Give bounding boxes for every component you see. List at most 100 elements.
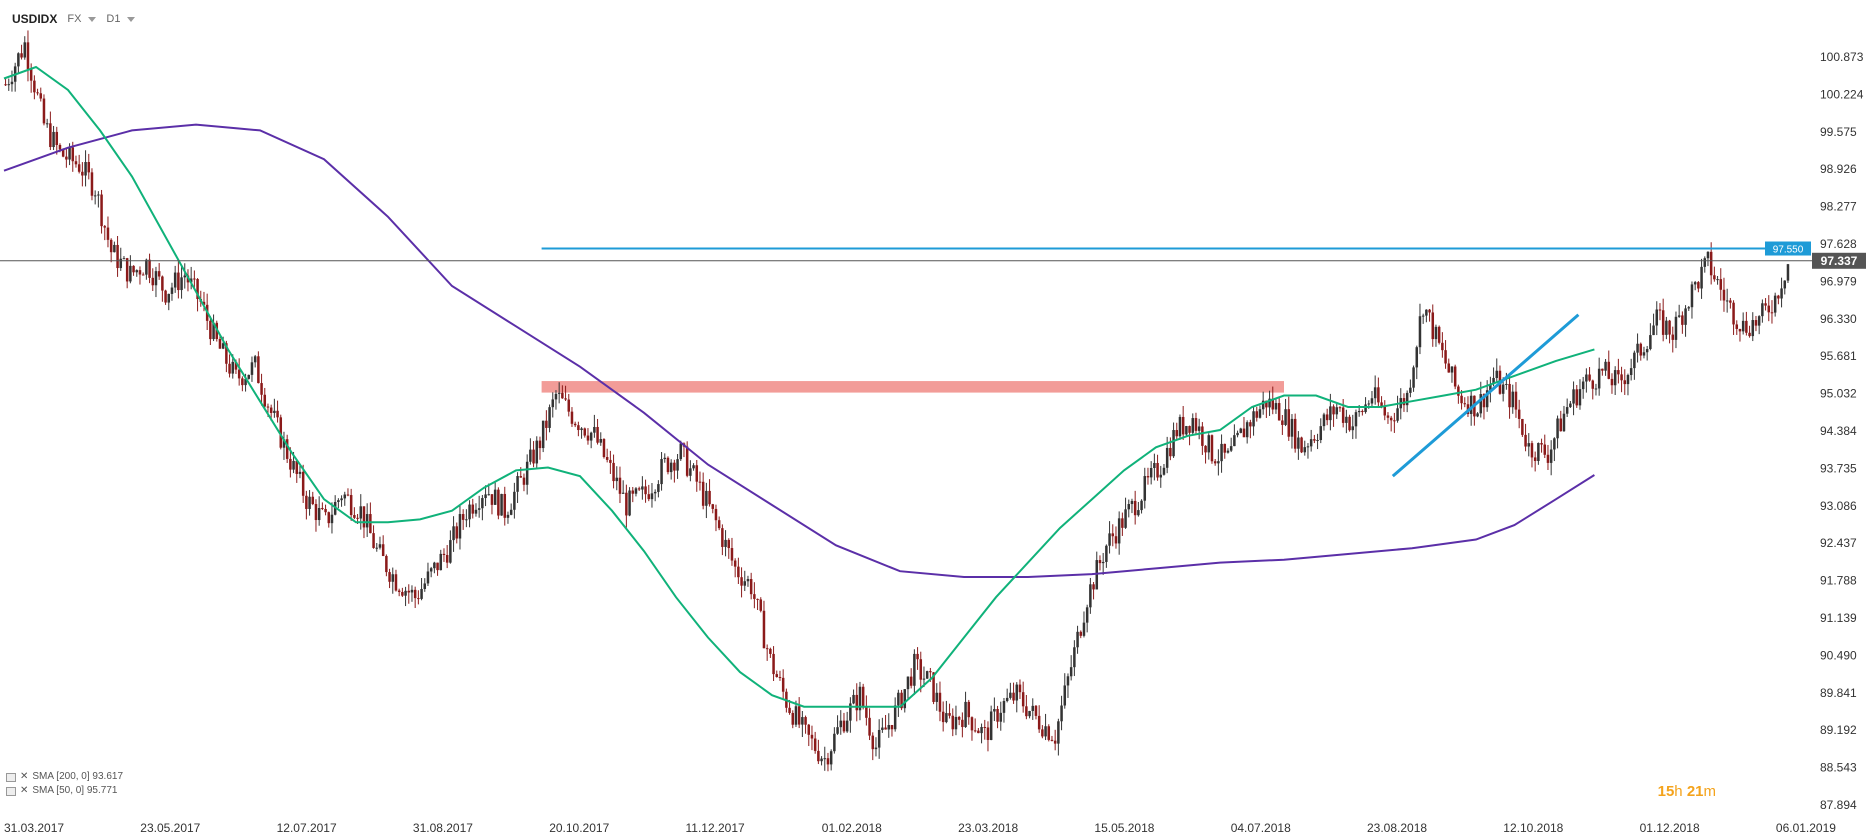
candle-body: [839, 720, 843, 728]
candle-body: [1322, 414, 1326, 427]
candle-body: [209, 320, 212, 340]
candle-body: [151, 277, 155, 286]
candle-body: [1329, 406, 1332, 421]
candle-body: [545, 420, 548, 428]
candle-body: [327, 512, 331, 524]
candle-body: [625, 492, 628, 516]
candle-body: [250, 362, 254, 375]
candle-body: [621, 492, 625, 494]
candle-body: [109, 239, 113, 253]
x-tick-label: 04.07.2018: [1231, 821, 1291, 835]
candle-body: [855, 694, 859, 711]
candle-body: [813, 738, 817, 751]
candle-body: [807, 724, 811, 735]
candle-body: [436, 562, 439, 571]
candle-body: [177, 272, 180, 291]
candle-body: [887, 725, 891, 730]
symbol-label[interactable]: USDIDX: [12, 12, 58, 26]
candle-body: [1079, 631, 1083, 636]
candle-body: [497, 489, 500, 516]
candle-body: [858, 686, 862, 711]
candle-body: [90, 172, 94, 196]
current-price-label: 97.337: [1821, 254, 1858, 268]
candle-body: [906, 676, 910, 690]
candle-body: [167, 293, 171, 303]
candle-body: [1354, 412, 1358, 427]
candle-body: [1578, 389, 1582, 406]
candle-body: [1633, 352, 1636, 369]
candle-body: [500, 493, 503, 516]
candle-body: [685, 446, 689, 476]
candle-body: [394, 574, 398, 591]
candle-body: [461, 514, 465, 520]
candle-body: [1661, 310, 1665, 335]
candle-body: [1665, 320, 1668, 335]
indicator-settings-icon[interactable]: [6, 786, 16, 796]
candle-body: [439, 553, 443, 571]
candle-body: [1194, 418, 1198, 431]
candle-body: [554, 393, 558, 400]
indicator-settings-icon[interactable]: [6, 772, 16, 782]
candle-body: [1361, 410, 1364, 413]
candle-body: [285, 439, 289, 459]
candle-body: [1617, 370, 1620, 375]
candle-body: [1460, 395, 1463, 404]
candle-body: [39, 93, 43, 99]
candle-body: [154, 271, 158, 286]
legend-item-sma200[interactable]: ✕ SMA [200, 0] 93.617: [6, 770, 123, 784]
candle-body: [1095, 560, 1099, 590]
candle-body: [1450, 366, 1454, 373]
y-tick-label: 100.224: [1820, 87, 1864, 101]
candle-body: [442, 553, 446, 555]
candle-body: [1005, 697, 1009, 702]
candle-body: [1108, 533, 1111, 546]
candle-body: [548, 407, 551, 428]
candle-body: [1780, 288, 1783, 299]
candle-body: [1745, 320, 1748, 333]
candle-body: [308, 496, 311, 509]
candle-body: [1770, 312, 1774, 314]
candle-body: [1053, 740, 1057, 744]
candle-body: [1405, 392, 1409, 406]
close-icon[interactable]: ✕: [20, 771, 29, 782]
legend-item-sma50[interactable]: ✕ SMA [50, 0] 95.771: [6, 784, 123, 798]
candle-body: [1028, 710, 1031, 717]
candle-body: [913, 653, 916, 686]
timeframe-dropdown[interactable]: D1: [106, 13, 136, 25]
candle-body: [1146, 476, 1150, 478]
candle-body: [122, 258, 126, 260]
candle-body: [1546, 454, 1550, 463]
market-dropdown[interactable]: FX: [67, 13, 97, 25]
candle-body: [231, 361, 235, 374]
candle-body: [653, 491, 657, 494]
candle-body: [1009, 692, 1012, 698]
candle-body: [311, 496, 315, 505]
candle-body: [189, 278, 193, 283]
candle-body: [1725, 300, 1729, 302]
close-icon[interactable]: ✕: [20, 785, 29, 796]
candle-body: [241, 378, 244, 386]
legend-text-sma50: SMA [50, 0] 95.771: [32, 785, 118, 796]
candle-body: [1489, 384, 1492, 391]
candle-body: [871, 735, 875, 750]
candle-body: [1681, 315, 1684, 325]
candle-body: [980, 727, 983, 734]
candle-body: [266, 406, 270, 408]
candle-body: [1319, 426, 1323, 441]
candle-body: [1159, 474, 1163, 478]
candle-body: [705, 490, 708, 506]
candle-body: [343, 494, 347, 499]
candle-body: [221, 343, 225, 349]
candle-body: [42, 98, 46, 124]
candle-body: [413, 589, 417, 599]
candle-body: [1658, 309, 1662, 311]
candle-body: [1357, 410, 1361, 413]
candle-body: [1191, 418, 1195, 433]
candle-body: [1441, 342, 1444, 351]
candle-body: [903, 689, 907, 709]
candle-body: [698, 481, 702, 483]
candle-body: [1345, 416, 1348, 423]
candle-body: [503, 493, 507, 518]
candle-body: [1114, 536, 1118, 544]
